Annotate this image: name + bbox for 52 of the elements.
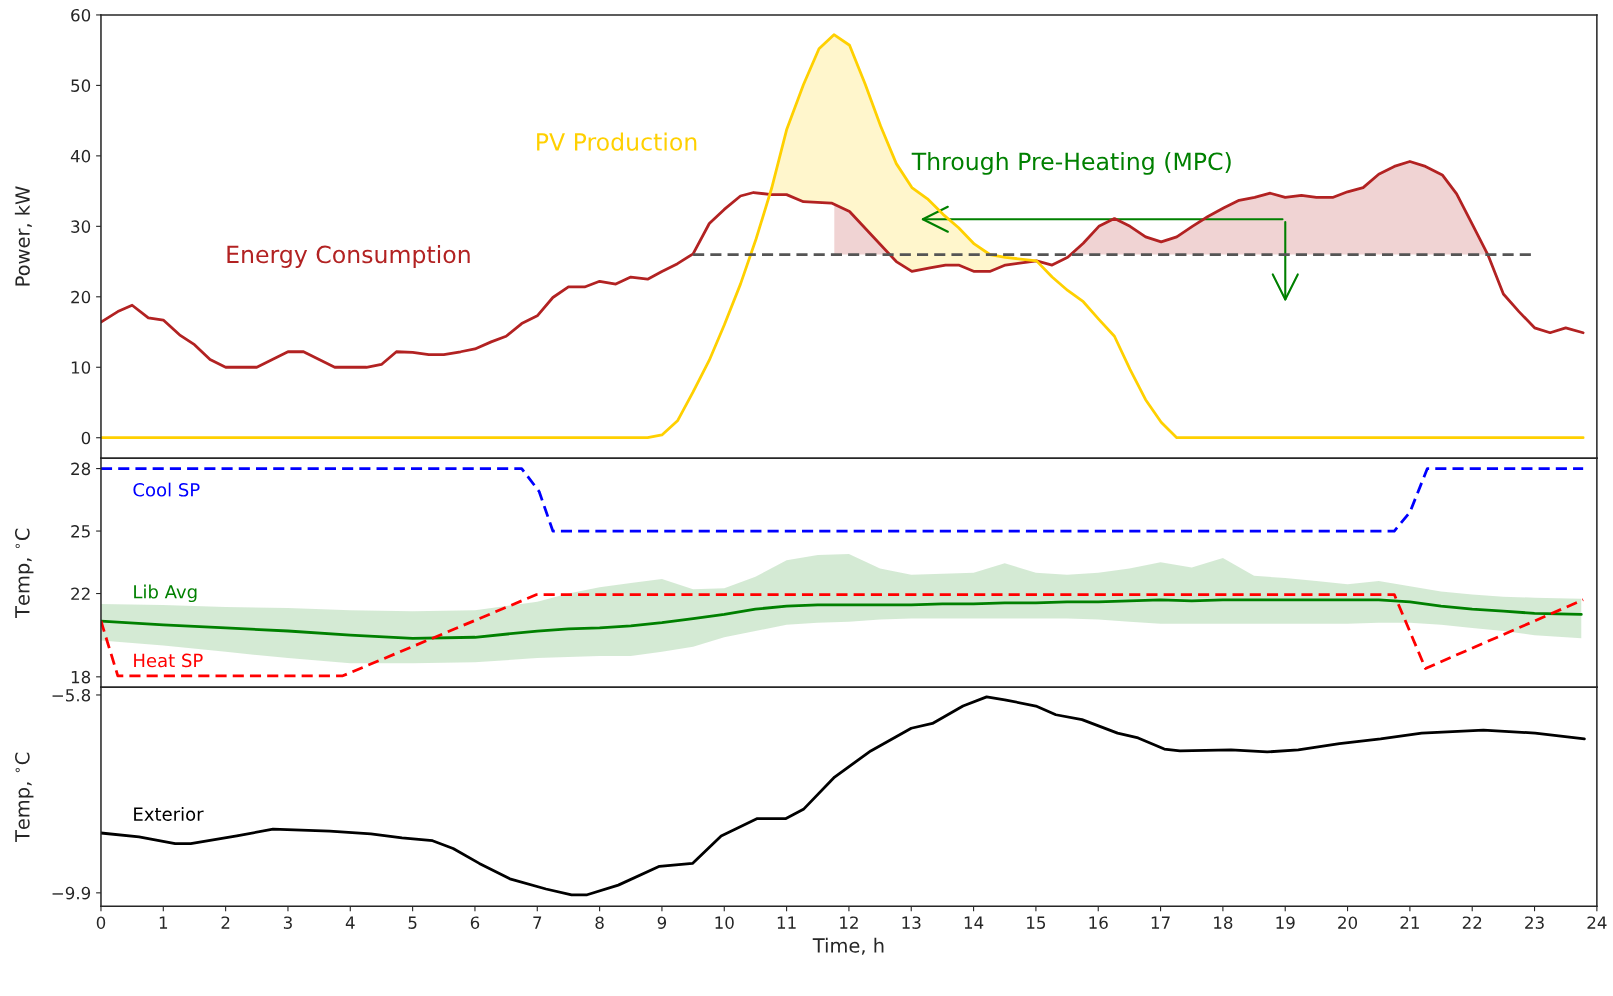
y-tick-label: 22 [71,587,90,600]
y-tick-label: 20 [71,290,91,304]
line-series [100,695,1586,897]
series-label: Exterior [134,806,204,821]
x-tick-label: 4 [345,916,355,929]
x-tick-label: 17 [1151,916,1170,929]
x-tick-label: 9 [657,916,667,929]
x-tick-label: 1 [159,916,168,929]
x-tick-label: 11 [777,916,796,929]
x-tick-label: 14 [964,916,984,929]
y-tick-label: −5.8 [52,688,91,702]
x-tick-label: 0 [96,916,106,929]
line-series [100,33,1585,440]
y-tick-label: 25 [71,525,90,538]
y-axis-title: Temp, $^{∘}$C [14,528,34,618]
x-tick-label: 20 [1338,916,1358,929]
x-tick-label: 12 [840,916,858,929]
x-tick-label: 7 [533,916,542,929]
x-tick-label: 6 [470,916,480,929]
y-tick-label: 50 [71,79,91,92]
x-tick-label: 23 [1525,916,1544,929]
series-label: Heat SP [134,653,203,668]
x-tick-label: 5 [408,916,417,929]
y-tick-label: 40 [70,149,91,163]
x-tick-label: 19 [1276,916,1295,929]
text: PV Production [537,132,697,151]
x-tick-label: 8 [595,916,604,929]
line-series [100,467,1585,533]
text: Energy Consumption [227,245,470,268]
y-tick-label: 60 [71,8,91,22]
y-tick-label: 18 [71,670,91,684]
x-tick-label: 22 [1462,916,1482,929]
y-tick-label: 28 [71,462,91,476]
x-tick-label: 21 [1400,916,1419,929]
x-tick-label: 18 [1214,916,1233,929]
annotation: Through Pre-Heating (MPC) [911,151,1231,175]
series-label: Cool SP [133,482,200,497]
x-tick-label: 13 [902,916,921,929]
y-tick-label: 0 [81,431,91,445]
x-tick-label: 15 [1027,916,1046,929]
x-tick-label: 3 [283,916,292,929]
y-tick-label: 30 [71,220,91,233]
y-axis-title: Power, kW [14,186,32,286]
x-tick-label: 16 [1089,916,1108,929]
y-tick-label: 10 [71,361,91,374]
x-tick-label: 2 [221,916,230,929]
y-tick-label: −9.9 [52,886,91,900]
y-axis-title: Temp, $^{∘}$C [14,752,34,843]
x-axis-title: Time, h [812,937,884,955]
x-tick-label: 10 [715,916,734,929]
x-tick-label: 24 [1587,916,1607,929]
series-label: Lib Avg [134,584,197,603]
